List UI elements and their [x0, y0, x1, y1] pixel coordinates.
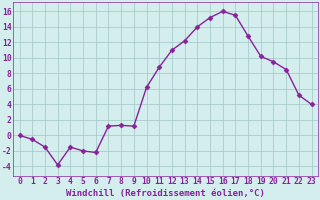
- X-axis label: Windchill (Refroidissement éolien,°C): Windchill (Refroidissement éolien,°C): [66, 189, 265, 198]
